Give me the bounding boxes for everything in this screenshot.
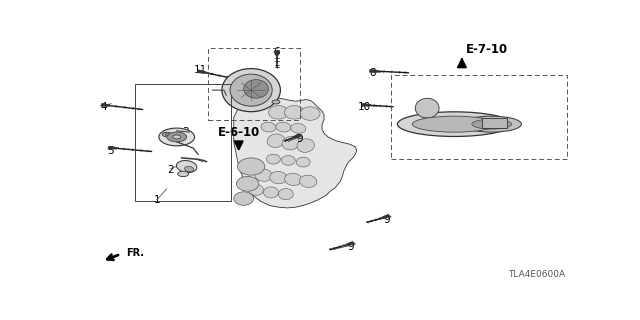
Ellipse shape	[297, 139, 314, 152]
Polygon shape	[381, 214, 391, 219]
Polygon shape	[108, 146, 117, 149]
Text: 9: 9	[296, 134, 303, 144]
Polygon shape	[362, 103, 371, 106]
Circle shape	[178, 171, 189, 177]
Ellipse shape	[412, 116, 497, 132]
Ellipse shape	[266, 154, 280, 164]
Bar	[208, 47, 300, 120]
Ellipse shape	[472, 119, 511, 129]
Ellipse shape	[278, 188, 293, 200]
Ellipse shape	[234, 192, 253, 205]
Ellipse shape	[276, 122, 291, 132]
Ellipse shape	[184, 166, 194, 172]
Text: 3: 3	[182, 127, 189, 137]
Ellipse shape	[285, 173, 302, 186]
Text: 10: 10	[358, 102, 371, 112]
Ellipse shape	[462, 116, 522, 132]
Circle shape	[163, 132, 172, 137]
Ellipse shape	[222, 68, 280, 112]
Bar	[134, 84, 231, 201]
Polygon shape	[369, 69, 378, 72]
Polygon shape	[274, 51, 280, 55]
Ellipse shape	[291, 124, 306, 133]
Ellipse shape	[284, 106, 304, 119]
Ellipse shape	[264, 187, 278, 198]
Polygon shape	[346, 242, 355, 245]
Polygon shape	[292, 134, 302, 138]
Text: 2: 2	[168, 165, 174, 175]
Text: 5: 5	[107, 146, 113, 156]
Text: E-6-10: E-6-10	[218, 125, 260, 139]
Circle shape	[173, 135, 180, 139]
Circle shape	[159, 128, 195, 146]
Ellipse shape	[300, 175, 317, 188]
Ellipse shape	[300, 107, 320, 120]
Ellipse shape	[282, 136, 300, 150]
Circle shape	[167, 132, 187, 142]
Ellipse shape	[244, 80, 269, 98]
Ellipse shape	[261, 122, 276, 132]
Polygon shape	[234, 98, 356, 208]
Circle shape	[165, 133, 169, 135]
Text: FR.: FR.	[125, 248, 143, 258]
Ellipse shape	[269, 106, 288, 119]
Ellipse shape	[177, 161, 197, 172]
Ellipse shape	[269, 172, 287, 184]
Polygon shape	[100, 103, 110, 106]
Ellipse shape	[255, 169, 272, 181]
Text: 9: 9	[383, 214, 390, 225]
Circle shape	[272, 100, 280, 104]
Ellipse shape	[415, 98, 439, 118]
Polygon shape	[196, 70, 206, 74]
Text: E-7-10: E-7-10	[466, 43, 508, 56]
Ellipse shape	[237, 158, 265, 175]
Ellipse shape	[296, 157, 310, 167]
Text: 9: 9	[347, 242, 354, 252]
Text: 11: 11	[193, 65, 207, 76]
Text: 1: 1	[154, 195, 160, 205]
Ellipse shape	[267, 134, 285, 148]
Ellipse shape	[397, 112, 511, 136]
Ellipse shape	[248, 184, 264, 196]
Ellipse shape	[282, 156, 295, 165]
Ellipse shape	[237, 176, 259, 191]
Text: 6: 6	[273, 47, 280, 57]
Text: 8: 8	[369, 68, 376, 78]
Text: 4: 4	[100, 102, 107, 112]
Text: TLA4E0600A: TLA4E0600A	[508, 270, 565, 279]
Ellipse shape	[230, 74, 272, 106]
Bar	[482, 118, 507, 128]
Text: 7: 7	[266, 98, 273, 108]
Bar	[391, 75, 567, 159]
